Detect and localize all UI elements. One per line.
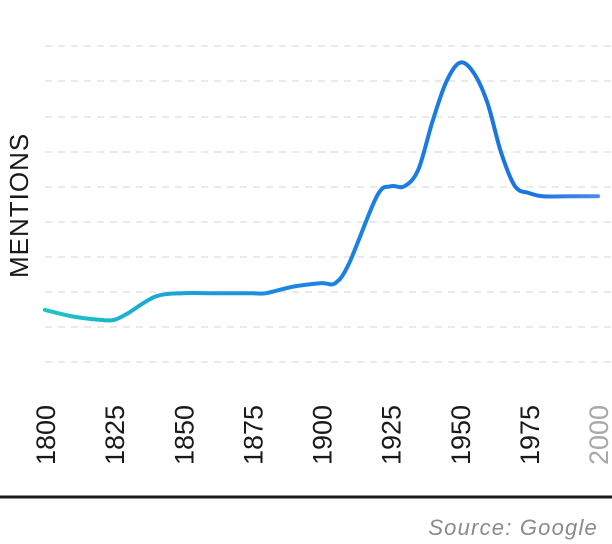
x-tick-label: 1850 (169, 405, 199, 465)
series-line-mentions (43, 60, 600, 323)
x-tick-label: 1975 (515, 405, 545, 465)
source-credit: Source: Google (428, 515, 598, 540)
x-tick-label: 2000 (584, 405, 612, 465)
y-axis-label: MENTIONS (4, 133, 34, 278)
gridlines (45, 45, 612, 363)
x-tick-label: 1875 (238, 405, 268, 465)
x-tick-label: 1825 (100, 405, 130, 465)
y-axis-label-group: MENTIONS (4, 133, 34, 278)
x-tick-label: 1900 (308, 405, 338, 465)
x-tick-label: 1950 (446, 405, 476, 465)
x-tick-label: 1925 (377, 405, 407, 465)
x-axis-tick-labels: 1800 1825 1850 1875 1900 1925 1950 1975 2000 (31, 405, 612, 465)
x-tick-label: 1800 (31, 405, 61, 465)
